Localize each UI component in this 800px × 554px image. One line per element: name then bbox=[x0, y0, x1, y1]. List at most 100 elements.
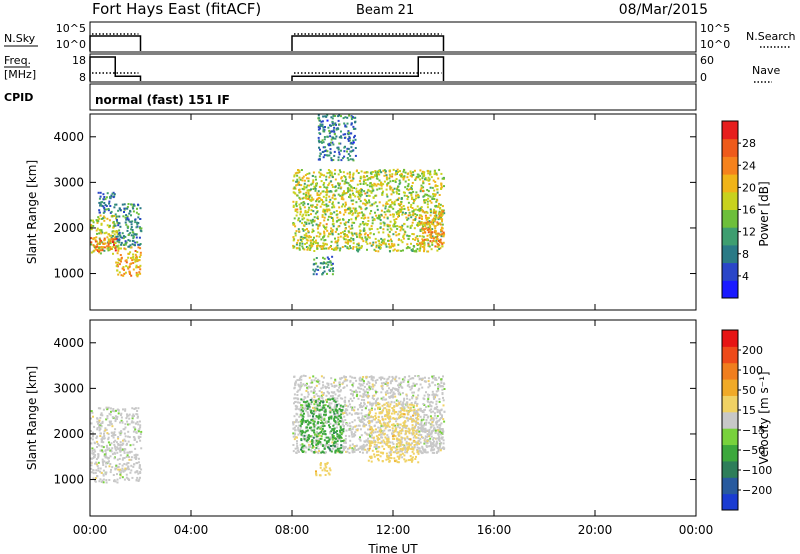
heatmap-cell bbox=[371, 388, 374, 391]
heatmap-cell bbox=[393, 201, 396, 204]
heatmap-cell bbox=[133, 415, 135, 417]
heatmap-cell bbox=[393, 401, 396, 404]
heatmap-cell bbox=[409, 409, 412, 412]
heatmap-cell bbox=[410, 460, 413, 463]
heatmap-cell bbox=[108, 240, 110, 243]
heatmap-cell bbox=[397, 425, 400, 428]
heatmap-cell bbox=[386, 210, 389, 213]
heatmap-cell bbox=[403, 379, 406, 382]
heatmap-cell bbox=[367, 395, 370, 398]
heatmap-cell bbox=[349, 240, 352, 243]
heatmap-cell bbox=[296, 440, 298, 443]
heatmap-cell bbox=[414, 458, 417, 460]
heatmap-cell bbox=[108, 219, 111, 222]
heatmap-cell bbox=[333, 399, 336, 402]
heatmap-cell bbox=[93, 245, 96, 247]
heatmap-cell bbox=[434, 230, 437, 233]
heatmap-cell bbox=[328, 261, 331, 264]
heatmap-cell bbox=[315, 273, 318, 276]
heatmap-cell bbox=[117, 409, 120, 411]
heatmap-cell bbox=[407, 383, 410, 386]
heatmap-cell bbox=[369, 232, 372, 235]
heatmap-cell bbox=[341, 419, 344, 422]
heatmap-cell bbox=[403, 194, 406, 197]
heatmap-cell bbox=[114, 213, 117, 216]
heatmap-cell bbox=[100, 201, 103, 204]
heatmap-cell bbox=[127, 466, 130, 469]
heatmap-cell bbox=[432, 221, 435, 224]
heatmap-cell bbox=[337, 119, 340, 122]
heatmap-cell bbox=[292, 246, 295, 249]
heatmap-cell bbox=[322, 195, 325, 198]
heatmap-cell bbox=[322, 200, 325, 203]
heatmap-cell bbox=[351, 390, 354, 393]
beam-label: Beam 21 bbox=[356, 3, 414, 18]
heatmap-cell bbox=[374, 389, 377, 392]
heatmap-cell bbox=[431, 235, 434, 238]
heatmap-cell bbox=[425, 405, 427, 408]
heatmap-cell bbox=[391, 441, 394, 444]
heatmap-cell bbox=[407, 178, 410, 181]
heatmap-cell bbox=[382, 204, 385, 207]
heatmap-cell bbox=[325, 466, 328, 469]
heatmap-cell bbox=[435, 232, 438, 235]
heatmap-cell bbox=[307, 191, 310, 194]
heatmap-cell bbox=[329, 411, 332, 414]
heatmap-cell bbox=[373, 439, 376, 442]
heatmap-cell bbox=[373, 384, 376, 387]
heatmap-cell bbox=[97, 247, 100, 249]
heatmap-cell bbox=[431, 375, 434, 378]
heatmap-cell bbox=[122, 274, 125, 277]
heatmap-cell bbox=[94, 471, 97, 474]
heatmap-cell bbox=[129, 231, 132, 234]
heatmap-cell bbox=[139, 247, 142, 250]
heatmap-cell bbox=[422, 186, 425, 189]
heatmap-cell bbox=[330, 377, 333, 380]
heatmap-cell bbox=[389, 246, 392, 248]
heatmap-cell bbox=[440, 241, 443, 244]
heatmap-cell bbox=[419, 383, 422, 386]
heatmap-cell bbox=[96, 248, 99, 251]
heatmap-cell bbox=[331, 273, 334, 276]
heatmap-cell bbox=[440, 447, 443, 450]
heatmap-cell bbox=[127, 203, 130, 205]
heatmap-cell bbox=[401, 224, 404, 227]
heatmap-cell bbox=[402, 249, 404, 252]
heatmap-cell bbox=[106, 448, 109, 451]
heatmap-cell bbox=[100, 222, 103, 225]
heatmap-cell bbox=[299, 406, 302, 409]
heatmap-cell bbox=[432, 437, 435, 439]
heatmap-cell bbox=[139, 251, 142, 254]
heatmap-cell bbox=[359, 451, 361, 453]
heatmap-cell bbox=[335, 408, 338, 411]
heatmap-cell bbox=[369, 428, 372, 431]
heatmap-cell bbox=[425, 178, 428, 181]
heatmap-cell bbox=[380, 376, 383, 379]
heatmap-cell bbox=[409, 408, 412, 410]
heatmap-cell bbox=[336, 403, 339, 406]
heatmap-cell bbox=[370, 402, 373, 405]
heatmap-cell bbox=[132, 413, 135, 416]
heatmap-cell bbox=[352, 141, 355, 144]
heatmap-cell bbox=[297, 426, 300, 429]
heatmap-cell bbox=[353, 447, 356, 450]
heatmap-cell bbox=[359, 191, 362, 194]
heatmap-cell bbox=[315, 223, 318, 226]
heatmap-cell bbox=[346, 150, 348, 153]
heatmap-cell bbox=[427, 250, 430, 253]
heatmap-cell bbox=[342, 428, 345, 431]
heatmap-cell bbox=[126, 462, 129, 465]
heatmap-cell bbox=[422, 225, 425, 228]
heatmap-cell bbox=[340, 159, 343, 162]
heatmap-cell bbox=[313, 451, 316, 453]
heatmap-cell bbox=[338, 381, 341, 384]
heatmap-cell bbox=[418, 224, 421, 226]
heatmap-cell bbox=[316, 227, 319, 230]
heatmap-cell bbox=[359, 436, 361, 439]
heatmap-cell bbox=[136, 453, 139, 456]
heatmap-cell bbox=[354, 412, 357, 415]
heatmap-cell bbox=[351, 448, 354, 451]
heatmap-cell bbox=[353, 221, 356, 224]
heatmap-cell bbox=[380, 433, 383, 436]
heatmap-cell bbox=[303, 384, 306, 387]
